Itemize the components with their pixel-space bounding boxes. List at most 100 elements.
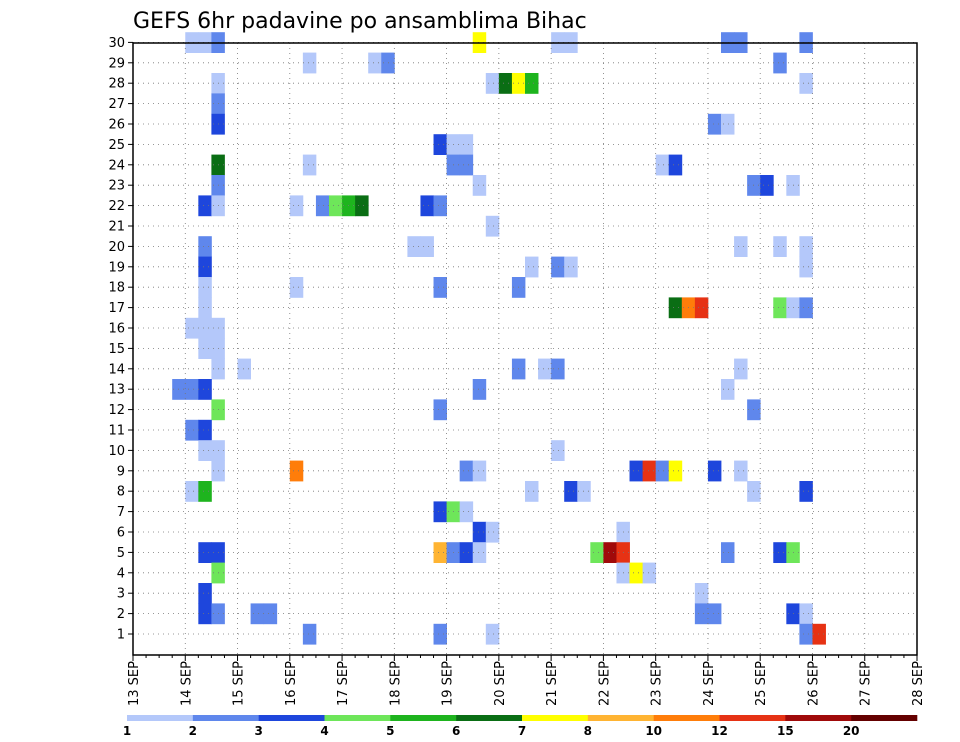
precip-cell — [668, 460, 683, 482]
colorbar-swatch — [456, 715, 523, 721]
precip-cells — [172, 32, 826, 645]
precip-cell — [329, 195, 343, 217]
precip-cell — [773, 236, 787, 257]
precip-cell — [538, 358, 552, 380]
y-tick-label: 1 — [117, 628, 125, 643]
colorbar-label: 3 — [254, 724, 262, 738]
precip-cell — [799, 603, 813, 625]
x-tick-label: 18 SEP — [388, 661, 403, 706]
precip-cell — [433, 399, 447, 421]
precip-cell — [472, 460, 487, 482]
x-tick-label: 27 SEP — [859, 661, 874, 706]
y-tick-label: 14 — [108, 362, 125, 377]
precip-cell — [433, 277, 447, 298]
y-tick-label: 4 — [117, 566, 125, 581]
precip-cell — [629, 562, 643, 584]
precip-cell — [289, 460, 304, 482]
precip-cell — [655, 154, 670, 176]
precip-cell — [773, 52, 787, 74]
precip-cell — [302, 52, 317, 74]
chart-title: GEFS 6hr padavine po ansamblima Bihac — [133, 9, 587, 34]
precip-cell — [799, 73, 813, 94]
colorbar-label: 8 — [584, 724, 592, 738]
precip-cell — [577, 481, 591, 502]
colorbar-label: 7 — [518, 724, 526, 738]
precip-cell — [694, 297, 709, 319]
y-tick-label: 28 — [108, 77, 125, 92]
y-axis-ticks: 1234567891011121314151617181920212223242… — [108, 36, 133, 643]
precip-cell — [485, 215, 500, 237]
precip-cell — [459, 154, 474, 176]
precip-cell — [642, 460, 657, 482]
precip-cell — [459, 501, 474, 523]
precip-cell — [564, 256, 578, 278]
precip-cell — [721, 113, 735, 135]
precip-cell — [198, 440, 212, 461]
x-tick-label: 24 SEP — [702, 661, 717, 706]
y-tick-label: 7 — [117, 505, 125, 520]
y-tick-label: 15 — [108, 342, 125, 357]
precip-cell — [472, 542, 487, 563]
colorbar-label: 4 — [320, 724, 328, 738]
precip-cell — [185, 481, 199, 502]
colorbar-swatch — [785, 715, 852, 721]
precip-cell — [185, 419, 199, 441]
precip-cell — [694, 583, 709, 604]
precip-cell — [198, 542, 212, 563]
y-tick-label: 21 — [108, 220, 125, 235]
precip-cell — [263, 603, 278, 625]
precip-cell — [198, 379, 212, 400]
colorbar-swatch — [390, 715, 457, 721]
colorbar-swatch — [719, 715, 786, 721]
precip-cell — [551, 256, 565, 278]
x-tick-label: 22 SEP — [597, 661, 612, 706]
precip-cell — [707, 113, 722, 135]
colorbar-swatch — [258, 715, 325, 721]
y-tick-label: 27 — [108, 97, 125, 112]
precip-cell — [198, 481, 212, 502]
precip-cell — [590, 542, 604, 563]
precip-cell — [694, 603, 709, 625]
x-tick-label: 13 SEP — [127, 661, 142, 706]
precip-cell — [812, 623, 826, 645]
y-tick-label: 6 — [117, 526, 125, 541]
precip-cell — [485, 73, 500, 94]
precip-cell — [433, 501, 447, 523]
precip-cell — [459, 460, 474, 482]
precip-cell — [198, 317, 212, 339]
y-tick-label: 5 — [117, 546, 125, 561]
y-tick-label: 24 — [108, 158, 125, 173]
precip-cell — [525, 256, 539, 278]
precip-cell — [603, 542, 617, 563]
y-tick-label: 10 — [108, 444, 125, 459]
precip-cell — [773, 542, 787, 563]
precip-cell — [707, 460, 722, 482]
precip-cell — [498, 73, 513, 94]
precip-cell — [799, 256, 813, 278]
precip-cell — [760, 175, 774, 196]
precip-cell — [459, 134, 474, 155]
precip-cell — [237, 358, 251, 380]
y-tick-label: 23 — [108, 179, 125, 194]
x-tick-label: 14 SEP — [179, 661, 194, 706]
precip-cell — [485, 521, 500, 543]
precip-cell — [250, 603, 265, 625]
precip-cell — [433, 542, 447, 563]
y-tick-label: 12 — [108, 403, 125, 418]
y-tick-label: 8 — [117, 485, 125, 500]
precip-cell — [315, 195, 330, 217]
precip-cell — [707, 603, 722, 625]
precip-cell — [433, 623, 447, 645]
x-tick-label: 17 SEP — [336, 661, 351, 706]
precip-cell — [198, 603, 212, 625]
y-tick-label: 30 — [108, 36, 125, 51]
colorbar-legend: 1 2 3 4 5 6 7 8 10 12 15 20 — [123, 715, 918, 738]
precip-cell — [355, 195, 369, 217]
y-tick-label: 13 — [108, 383, 125, 398]
precip-cell — [459, 542, 474, 563]
precip-cell — [525, 73, 539, 94]
y-tick-label: 20 — [108, 240, 125, 255]
x-tick-label: 15 SEP — [232, 661, 247, 706]
y-tick-label: 17 — [108, 301, 125, 316]
y-tick-label: 19 — [108, 260, 125, 275]
